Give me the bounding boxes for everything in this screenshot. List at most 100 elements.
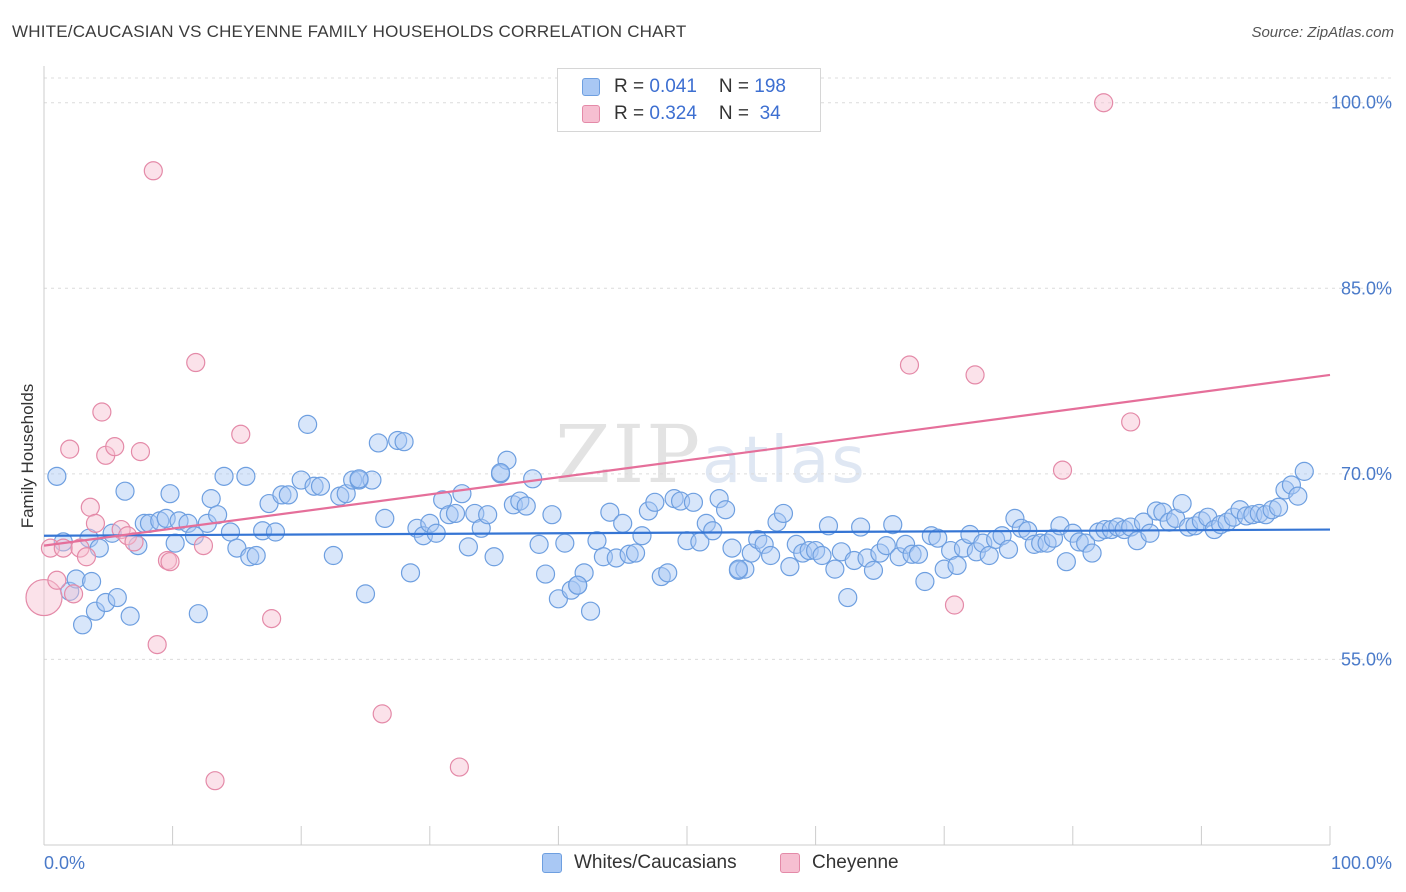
point-whites bbox=[619, 544, 639, 564]
watermark: ZIPatlas bbox=[555, 408, 867, 501]
point-whites bbox=[497, 450, 517, 470]
point-whites bbox=[1146, 501, 1166, 521]
point-whites bbox=[323, 545, 343, 566]
point-whites bbox=[343, 470, 363, 490]
stats-legend: R = 0.041 N = 198 R = 0.324 N = 34 bbox=[557, 68, 821, 132]
point-whites bbox=[870, 543, 890, 563]
trend-line-cheyenne bbox=[43, 373, 1331, 547]
point-whites bbox=[1076, 533, 1096, 553]
point-whites bbox=[201, 489, 221, 509]
legend-row-whites: R = 0.041 N = 198 bbox=[582, 75, 786, 99]
point-cheyenne bbox=[944, 595, 965, 615]
point-cheyenne bbox=[1094, 93, 1114, 113]
point-cheyenne bbox=[965, 365, 985, 385]
point-cheyenne bbox=[186, 352, 206, 373]
watermark-atlas: atlas bbox=[702, 424, 867, 498]
point-whites bbox=[96, 592, 116, 613]
point-whites bbox=[535, 564, 556, 584]
point-whites bbox=[272, 485, 292, 505]
point-cheyenne bbox=[262, 609, 282, 629]
point-whites bbox=[516, 496, 536, 516]
point-whites bbox=[934, 559, 954, 579]
point-whites bbox=[478, 505, 498, 525]
point-whites bbox=[298, 414, 318, 434]
point-whites bbox=[165, 533, 185, 553]
point-cheyenne bbox=[193, 536, 214, 556]
point-whites bbox=[490, 463, 511, 483]
point-cheyenne bbox=[205, 771, 225, 791]
legend-item-cheyenne[interactable]: Cheyenne bbox=[780, 852, 899, 874]
legend-r-label: R = bbox=[614, 76, 650, 97]
point-cheyenne bbox=[85, 513, 106, 533]
point-whites bbox=[645, 492, 665, 512]
watermark-zip: ZIP bbox=[555, 408, 703, 501]
point-whites bbox=[715, 500, 736, 520]
point-whites bbox=[1172, 493, 1192, 514]
point-whites bbox=[115, 481, 135, 501]
point-whites bbox=[208, 505, 228, 525]
chart-title: WHITE/CAUCASIAN VS CHEYENNE FAMILY HOUSE… bbox=[12, 22, 687, 41]
point-whites bbox=[214, 466, 234, 486]
point-cheyenne bbox=[76, 547, 97, 567]
point-whites bbox=[107, 587, 127, 608]
point-whites bbox=[400, 563, 421, 583]
point-cheyenne bbox=[147, 634, 167, 655]
point-whites bbox=[1082, 543, 1102, 563]
point-cheyenne bbox=[105, 437, 125, 457]
y-tick-label: 55.0% bbox=[1341, 649, 1392, 669]
point-whites bbox=[709, 489, 729, 509]
point-cheyenne bbox=[231, 424, 251, 444]
point-whites bbox=[851, 517, 871, 537]
point-whites bbox=[773, 503, 794, 524]
y-tick-label: 70.0% bbox=[1341, 464, 1392, 484]
point-whites bbox=[1031, 533, 1051, 553]
point-whites bbox=[568, 575, 588, 595]
point-whites bbox=[754, 534, 774, 554]
point-whites bbox=[863, 560, 884, 580]
point-whites bbox=[857, 548, 877, 568]
point-whites bbox=[445, 503, 466, 524]
legend-r-value: 0.324 bbox=[649, 103, 697, 124]
legend-n-label: N = bbox=[718, 103, 755, 124]
point-cheyenne bbox=[449, 757, 469, 777]
point-whites bbox=[1056, 552, 1076, 572]
point-whites bbox=[703, 521, 723, 541]
point-whites bbox=[748, 529, 768, 550]
legend-r-label: R = bbox=[614, 103, 650, 124]
point-whites bbox=[902, 544, 922, 564]
point-cheyenne bbox=[899, 355, 920, 375]
legend-swatch-whites bbox=[582, 78, 600, 96]
point-whites bbox=[349, 469, 369, 489]
legend-swatch-cheyenne bbox=[582, 105, 600, 123]
point-whites bbox=[265, 522, 286, 542]
point-whites bbox=[825, 559, 845, 579]
point-whites bbox=[128, 536, 148, 556]
point-whites bbox=[1069, 532, 1089, 552]
point-whites bbox=[310, 476, 331, 496]
point-whites bbox=[220, 522, 241, 542]
legend-label-cheyenne: Cheyenne bbox=[812, 852, 899, 873]
point-whites bbox=[188, 604, 208, 624]
chart-source: Source: ZipAtlas.com bbox=[1251, 24, 1394, 41]
point-whites bbox=[120, 606, 140, 626]
point-cheyenne bbox=[63, 584, 84, 604]
legend-n-value: 34 bbox=[754, 103, 781, 124]
point-whites bbox=[407, 518, 427, 538]
point-whites bbox=[947, 555, 967, 576]
point-whites bbox=[574, 563, 594, 583]
point-whites bbox=[304, 476, 324, 496]
point-whites bbox=[510, 491, 530, 511]
point-whites bbox=[838, 587, 858, 608]
legend-swatch-cheyenne bbox=[780, 853, 800, 873]
point-whites bbox=[632, 526, 652, 546]
point-whites bbox=[876, 536, 896, 556]
point-whites bbox=[278, 485, 298, 505]
point-whites bbox=[1140, 523, 1160, 543]
point-whites bbox=[928, 528, 948, 548]
legend-label-whites: Whites/Caucasians bbox=[574, 852, 737, 873]
legend-item-whites[interactable]: Whites/Caucasians bbox=[542, 852, 737, 874]
legend-row-cheyenne: R = 0.324 N = 34 bbox=[582, 102, 781, 126]
point-whites bbox=[66, 569, 86, 589]
point-cheyenne bbox=[60, 439, 80, 459]
point-whites bbox=[368, 433, 388, 453]
